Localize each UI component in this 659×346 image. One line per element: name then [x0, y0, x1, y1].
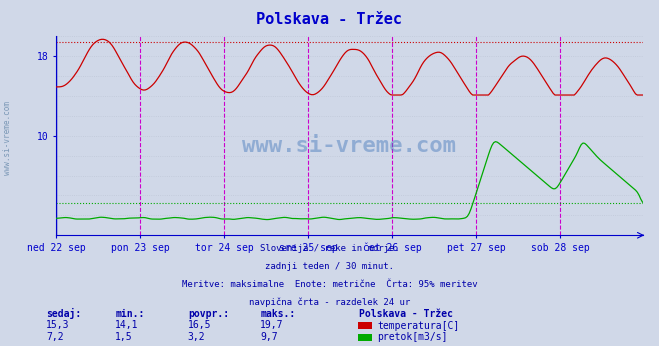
Text: 19,7: 19,7 [260, 320, 284, 330]
Text: pretok[m3/s]: pretok[m3/s] [378, 333, 448, 342]
Text: navpična črta - razdelek 24 ur: navpična črta - razdelek 24 ur [249, 298, 410, 307]
Text: 1,5: 1,5 [115, 332, 133, 342]
Text: maks.:: maks.: [260, 309, 295, 319]
Text: Polskava - Tržec: Polskava - Tržec [256, 12, 403, 27]
Text: Meritve: maksimalne  Enote: metrične  Črta: 95% meritev: Meritve: maksimalne Enote: metrične Črta… [182, 280, 477, 289]
Text: min.:: min.: [115, 309, 145, 319]
Text: sedaj:: sedaj: [46, 308, 81, 319]
Text: 9,7: 9,7 [260, 332, 278, 342]
Text: 16,5: 16,5 [188, 320, 212, 330]
Text: 14,1: 14,1 [115, 320, 139, 330]
Text: www.si-vreme.com: www.si-vreme.com [3, 101, 13, 175]
Text: zadnji teden / 30 minut.: zadnji teden / 30 minut. [265, 262, 394, 271]
Text: 15,3: 15,3 [46, 320, 70, 330]
Text: Polskava - Tržec: Polskava - Tržec [359, 309, 453, 319]
Text: 3,2: 3,2 [188, 332, 206, 342]
Text: Slovenija / reke in morje.: Slovenija / reke in morje. [260, 244, 399, 253]
Text: temperatura[C]: temperatura[C] [378, 321, 460, 330]
Text: www.si-vreme.com: www.si-vreme.com [243, 136, 456, 156]
Text: 7,2: 7,2 [46, 332, 64, 342]
Text: povpr.:: povpr.: [188, 309, 229, 319]
